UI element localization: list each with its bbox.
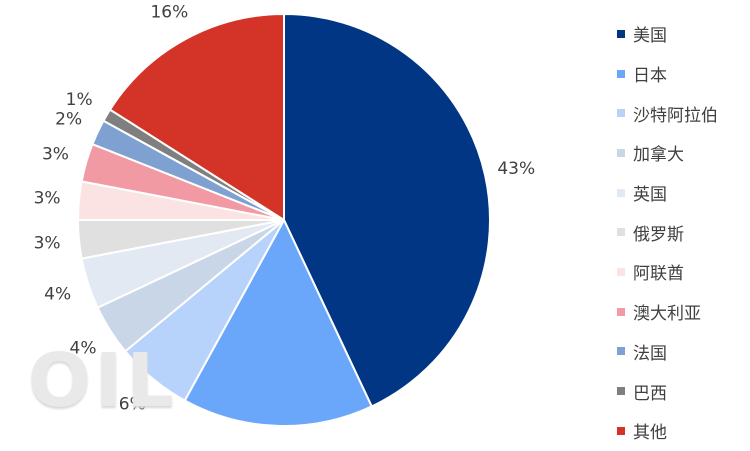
legend-swatch	[617, 69, 625, 78]
legend-swatch	[617, 188, 625, 197]
legend-swatch	[617, 307, 625, 316]
legend-label: 阿联酋	[633, 264, 684, 285]
legend-item-4: 英国	[617, 173, 718, 213]
legend-swatch	[617, 387, 625, 396]
legend-label: 其他	[633, 423, 667, 444]
legend-item-7: 澳大利亚	[617, 292, 718, 332]
pie-value-label-8: 2%	[55, 110, 82, 130]
legend: 美国日本沙特阿拉伯加拿大英国俄罗斯阿联酋澳大利亚法国巴西其他	[617, 14, 718, 451]
legend-swatch	[617, 109, 625, 118]
legend-swatch	[617, 148, 625, 157]
pie-slice-1	[183, 217, 374, 427]
legend-swatch	[617, 228, 625, 237]
legend-label: 加拿大	[633, 145, 684, 166]
pie-value-label-7: 3%	[42, 145, 69, 165]
legend-item-0: 美国	[617, 14, 718, 54]
legend-item-1: 日本	[617, 54, 718, 94]
legend-label: 俄罗斯	[633, 224, 684, 245]
legend-label: 澳大利亚	[633, 304, 701, 325]
pie-value-label-6: 3%	[34, 189, 61, 209]
pie-value-label-4: 4%	[44, 285, 71, 305]
legend-item-9: 巴西	[617, 371, 718, 411]
legend-item-5: 俄罗斯	[617, 212, 718, 252]
pie-value-label-9: 1%	[66, 90, 93, 110]
pie-value-label-1: 15%	[258, 449, 296, 450]
watermark: OIL	[28, 338, 178, 424]
legend-swatch	[617, 426, 625, 435]
pie-value-label-10: 16%	[150, 2, 188, 22]
legend-swatch	[617, 347, 625, 356]
legend-label: 法国	[633, 343, 667, 364]
legend-label: 巴西	[633, 383, 667, 404]
legend-swatch	[617, 267, 625, 276]
pie-slice-10	[108, 12, 285, 222]
pie-value-labels: 43% 15% 6% 4% 4% 3% 3% 3% 2%1% 16%	[34, 2, 536, 450]
legend-label: 英国	[633, 185, 667, 206]
pie-value-label-2: 6%	[119, 394, 146, 414]
legend-item-2: 沙特阿拉伯	[617, 93, 718, 133]
legend-label: 日本	[633, 66, 667, 87]
legend-item-8: 法国	[617, 332, 718, 372]
legend-item-10: 其他	[617, 411, 718, 451]
pie-slice-0	[283, 12, 491, 408]
pie-value-label-5: 3%	[34, 233, 61, 253]
legend-item-3: 加拿大	[617, 133, 718, 173]
legend-label: 美国	[633, 26, 667, 47]
pie-slices	[76, 12, 491, 427]
legend-item-6: 阿联酋	[617, 252, 718, 292]
legend-label: 沙特阿拉伯	[633, 105, 718, 126]
pie-value-label-0: 43%	[497, 159, 535, 179]
legend-swatch	[617, 29, 625, 38]
pie-value-label-3: 4%	[70, 339, 97, 359]
